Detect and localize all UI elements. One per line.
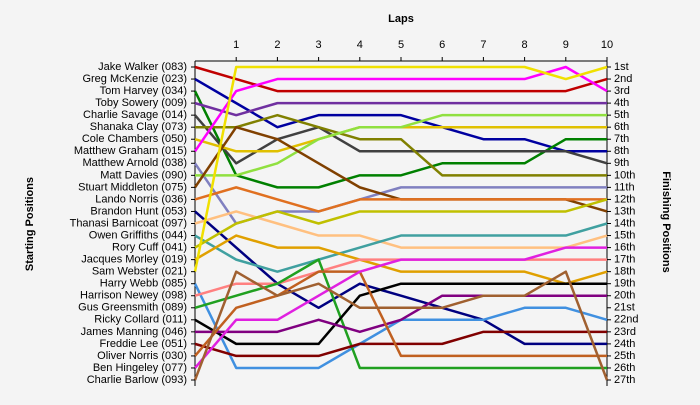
driver-name: Owen Griffiths (044): [89, 229, 187, 241]
x-tick-label: 8: [522, 39, 528, 51]
y2-tick-label: 6th: [614, 121, 629, 133]
driver-name: Oliver Norris (030): [97, 350, 187, 362]
driver-name: Freddie Lee (051): [100, 338, 187, 350]
driver-name: James Manning (046): [81, 326, 187, 338]
driver-name: Charlie Barlow (093): [87, 374, 187, 386]
y2-tick-label: 22nd: [614, 314, 638, 326]
x-tick-label: 5: [398, 39, 404, 51]
y2-tick-label: 5th: [614, 109, 629, 121]
position-line: [194, 282, 607, 346]
position-line: [194, 101, 607, 117]
x-tick-label: 4: [357, 39, 363, 51]
y-axis-label: Starting Positions: [24, 177, 36, 271]
y2-tick-label: 24th: [614, 338, 635, 350]
position-line: [194, 210, 608, 249]
y2-tick-label: 15th: [614, 229, 635, 241]
y2-tick-label: 13th: [614, 205, 635, 217]
y2-tick-label: 2nd: [614, 73, 632, 85]
y2-tick-label: 1st: [614, 61, 629, 73]
x-tick-label: 7: [480, 39, 486, 51]
driver-name: Cole Chambers (050): [82, 133, 187, 145]
position-line: [194, 186, 607, 213]
driver-name: Charlie Savage (014): [83, 109, 187, 121]
driver-name: Greg McKenzie (023): [82, 73, 187, 85]
driver-name: Ricky Collard (011): [94, 314, 187, 326]
driver-name: Jacques Morley (019): [81, 254, 187, 266]
position-line: [193, 65, 608, 152]
y2-axis-label: Finishing Positions: [660, 171, 672, 272]
driver-name: Thanasi Barnicoat (097): [70, 217, 187, 229]
y2-tick-label: 17th: [614, 254, 635, 266]
y2-tick-label: 21st: [614, 302, 635, 314]
position-line: [194, 246, 607, 369]
position-line: [194, 114, 608, 165]
y2-tick-label: 19th: [614, 278, 635, 290]
y2-tick-label: 16th: [614, 241, 635, 253]
driver-name: Jake Walker (083): [98, 61, 187, 73]
driver-name: Lando Norris (036): [95, 193, 187, 205]
y2-tick-label: 10th: [614, 169, 635, 181]
driver-name: Harrison Newey (098): [80, 290, 187, 302]
y2-tick-label: 4th: [614, 97, 629, 109]
x-tick-label: 3: [316, 39, 322, 51]
position-line: [194, 210, 607, 346]
driver-name: Ben Hingeley (077): [93, 362, 187, 374]
y2-tick-label: 14th: [614, 217, 635, 229]
position-line: [194, 65, 608, 93]
driver-name: Gus Greensmith (089): [78, 302, 187, 314]
chart-title: Laps: [388, 13, 414, 25]
position-line: [194, 198, 608, 249]
position-line: [193, 270, 609, 381]
y2-tick-label: 11th: [614, 181, 635, 193]
position-line: [194, 234, 608, 285]
position-line: [194, 222, 608, 273]
x-tick-label: 1: [233, 39, 239, 51]
driver-name: Sam Webster (021): [92, 266, 187, 278]
position-line: [195, 113, 607, 177]
position-line: [194, 270, 607, 358]
y2-tick-label: 25th: [614, 350, 635, 362]
y2-tick-label: 23rd: [614, 326, 636, 338]
y2-tick-label: 27th: [614, 374, 635, 386]
y2-tick-label: 8th: [614, 145, 629, 157]
y2-tick-label: 20th: [614, 290, 635, 302]
y2-tick-label: 18th: [614, 266, 635, 278]
driver-name: Harry Webb (085): [100, 278, 187, 290]
position-line: [194, 330, 607, 358]
y2-tick-label: 26th: [614, 362, 635, 374]
position-line: [195, 294, 607, 334]
driver-name: Brandon Hunt (053): [90, 205, 187, 217]
driver-name: Matthew Arnold (038): [82, 157, 187, 169]
y2-tick-label: 9th: [614, 157, 629, 169]
driver-name: Matt Davies (090): [100, 169, 187, 181]
x-tick-label: 2: [274, 39, 280, 51]
position-line: [193, 65, 608, 272]
driver-name: Matthew Graham (015): [74, 145, 187, 157]
y2-tick-label: 3rd: [614, 85, 630, 97]
driver-name: Stuart Middleton (075): [78, 181, 187, 193]
y2-tick-label: 12th: [614, 193, 635, 205]
y2-tick-label: 7th: [614, 133, 629, 145]
driver-name: Rory Cuff (041): [112, 241, 187, 253]
driver-name: Tom Harvey (034): [100, 85, 187, 97]
position-line: [195, 113, 607, 177]
x-tick-label: 10: [601, 39, 613, 51]
position-line: [193, 90, 607, 189]
x-tick-label: 9: [563, 39, 569, 51]
driver-name: Shanaka Clay (073): [90, 121, 187, 133]
driver-name: Toby Sowery (009): [95, 97, 187, 109]
x-tick-label: 6: [439, 39, 445, 51]
